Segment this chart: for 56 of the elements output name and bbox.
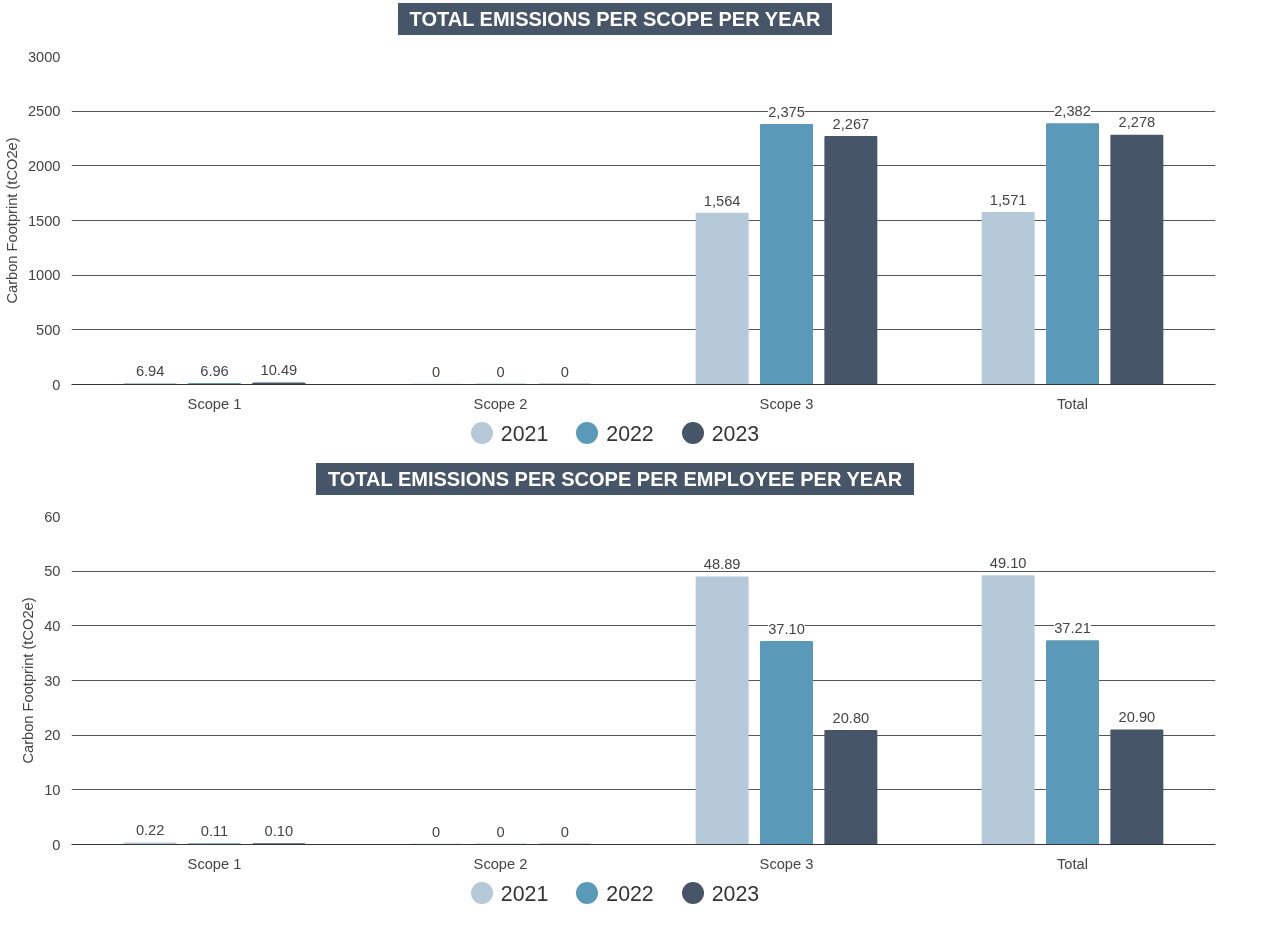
y-tick-label: 3000	[27, 48, 61, 65]
data-label: 37.10	[768, 620, 805, 637]
y-tick-label: 1000	[27, 267, 61, 284]
y-axis-title: Carbon Footprint (tCO2e)	[20, 597, 37, 764]
data-label: 20.90	[1118, 709, 1156, 726]
data-label: 0	[432, 823, 441, 840]
data-label: 0.11	[200, 822, 229, 839]
y-tick-label: 50	[44, 563, 61, 580]
data-label: 0.10	[264, 822, 294, 839]
data-label: 49.10	[989, 555, 1027, 572]
y-tick-label: 40	[44, 617, 61, 634]
x-tick-label: Scope 2	[473, 395, 528, 412]
y-tick-label: 1500	[27, 212, 61, 229]
data-label: 2,278	[1118, 114, 1156, 131]
data-label: 0	[560, 363, 569, 380]
x-tick-label: Scope 3	[759, 855, 814, 872]
data-label: 37.21	[1054, 620, 1091, 637]
y-tick-label: 500	[36, 321, 61, 338]
data-label: 0.22	[135, 822, 165, 839]
data-label: 0	[432, 363, 441, 380]
chart-title: TOTAL EMISSIONS PER SCOPE PER EMPLOYEE PER YEAR	[315, 463, 915, 495]
data-label: 0	[496, 823, 505, 840]
x-tick-label: Total	[1057, 855, 1088, 872]
x-tick-label: Total	[1057, 395, 1088, 412]
data-label: 2,267	[832, 115, 870, 132]
legend-label: 2022	[605, 421, 654, 448]
data-label: 0	[496, 363, 505, 380]
data-label: 20.80	[832, 709, 870, 726]
legend-label: 2022	[605, 881, 654, 908]
y-axis-title: Carbon Footprint (tCO2e)	[3, 137, 20, 304]
legend-label: 2023	[710, 881, 760, 908]
data-label: 1,564	[703, 192, 741, 209]
y-tick-label: 20	[44, 727, 61, 744]
chart-title: TOTAL EMISSIONS PER SCOPE PER YEAR	[397, 3, 833, 35]
legend-label: 2023	[710, 421, 760, 448]
legend-label: 2021	[499, 881, 549, 908]
x-tick-label: Scope 1	[187, 855, 242, 872]
data-label: 48.89	[703, 556, 741, 573]
y-tick-label: 2500	[27, 103, 61, 120]
y-tick-label: 30	[44, 672, 61, 689]
x-tick-label: Scope 1	[187, 395, 242, 412]
y-tick-label: 2000	[27, 157, 61, 174]
data-label: 10.49	[260, 362, 298, 379]
x-tick-label: Scope 3	[759, 395, 814, 412]
data-label: 2,382	[1054, 103, 1091, 120]
y-tick-label: 10	[44, 781, 61, 798]
y-tick-label: 60	[44, 508, 61, 525]
data-label: 6.96	[200, 362, 229, 379]
legend-label: 2021	[499, 421, 549, 448]
x-tick-label: Scope 2	[473, 855, 528, 872]
data-label: 6.94	[135, 362, 165, 379]
data-label: 1,571	[989, 191, 1027, 208]
y-tick-label: 0	[52, 836, 61, 853]
data-label: 2,375	[768, 103, 805, 120]
data-label: 0	[560, 823, 569, 840]
y-tick-label: 0	[52, 376, 61, 393]
